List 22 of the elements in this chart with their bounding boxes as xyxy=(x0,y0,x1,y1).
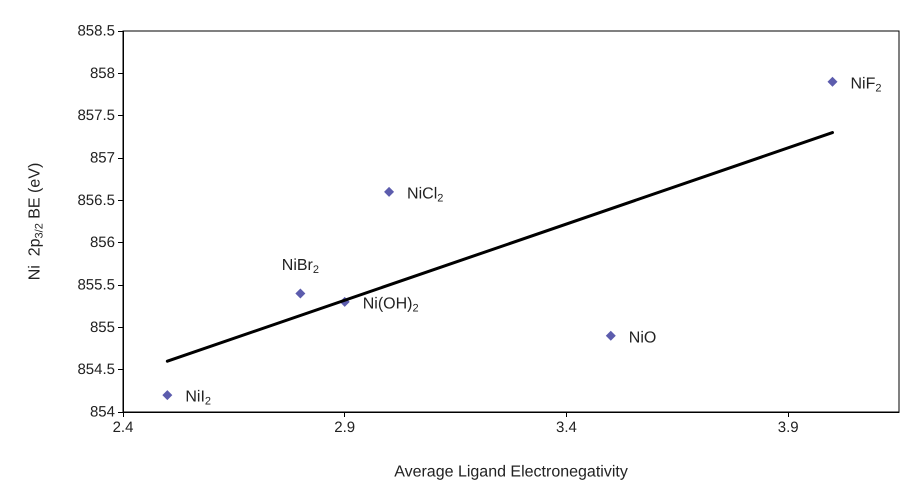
point xyxy=(295,288,306,298)
y-tick-label: 858.5 xyxy=(77,22,115,40)
y-tick-label: 857.5 xyxy=(77,107,115,124)
y-tick-label: 856 xyxy=(90,234,115,252)
y-tick-label: 855 xyxy=(90,318,115,336)
annotation: NiO xyxy=(628,329,656,346)
y-tick-label: 854 xyxy=(90,404,115,420)
x-tick-label: 2.9 xyxy=(334,419,356,436)
point xyxy=(606,330,616,341)
x-tick-label: 3.4 xyxy=(556,419,577,436)
x-tick-label: 3.9 xyxy=(778,419,799,436)
point xyxy=(384,186,394,197)
y-axis-title: Ni 2p3/2 BE (eV) xyxy=(26,162,46,280)
x-axis-title: Average Ligand Electronegativity xyxy=(394,464,628,480)
y-tick-label: 856.5 xyxy=(77,192,115,209)
point xyxy=(827,76,838,87)
y-tick-label: 857 xyxy=(90,150,115,166)
x-tick-label: 2.4 xyxy=(112,419,134,436)
point xyxy=(162,390,172,400)
y-tick-label: 855.5 xyxy=(77,276,115,294)
y-tick-label: 858 xyxy=(90,64,115,82)
y-tick-label: 854.5 xyxy=(77,361,115,378)
